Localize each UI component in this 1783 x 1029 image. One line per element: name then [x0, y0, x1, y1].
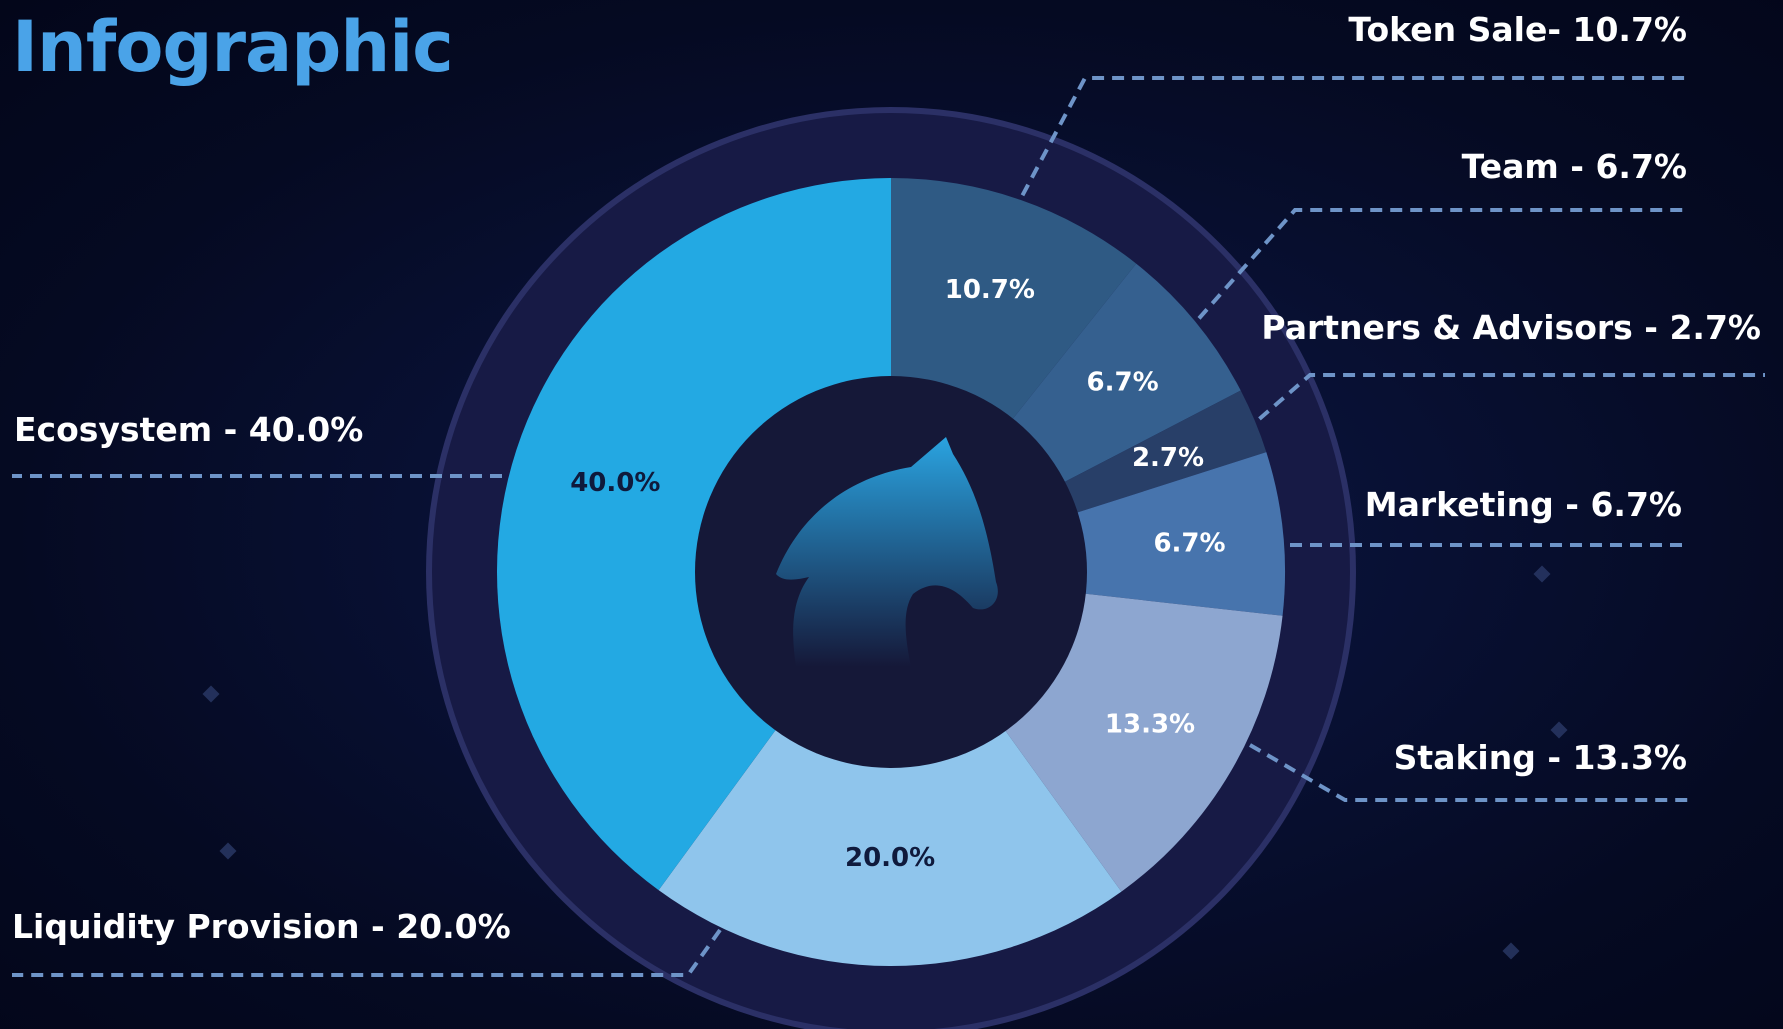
leader-line-liquidity-provision: [12, 928, 722, 977]
legend-label-staking: Staking - 13.3%: [1393, 738, 1687, 777]
slice-label-ecosystem: 40.0%: [570, 468, 660, 498]
slice-label-marketing: 6.7%: [1153, 528, 1225, 558]
slices-group: [496, 178, 1285, 966]
page-title: Infographic: [12, 6, 454, 88]
slice-label-token-sale: 10.7%: [945, 275, 1035, 305]
slice-label-partners-advisors: 2.7%: [1132, 443, 1204, 473]
horse-head-icon: [776, 437, 998, 667]
slice-labels-group: 10.7% 6.7% 2.7% 6.7% 13.3% 20.0% 40.0%: [570, 275, 1225, 873]
slice-label-team: 6.7%: [1087, 367, 1159, 397]
legend-label-ecosystem: Ecosystem - 40.0%: [14, 410, 364, 449]
leader-lines-group: [12, 76, 1765, 977]
center-group: [695, 376, 1087, 768]
leader-line-staking: [1248, 743, 1690, 802]
leader-line-partners-advisors: [1258, 373, 1765, 421]
legend-label-liquidity-provision: Liquidity Provision - 20.0%: [12, 907, 511, 946]
legend-label-partners-advisors: Partners & Advisors - 2.7%: [1261, 308, 1761, 347]
legend-label-token-sale: Token Sale- 10.7%: [1348, 10, 1687, 49]
legend-label-marketing: Marketing - 6.7%: [1364, 485, 1682, 524]
slice-label-liquidity-provision: 20.0%: [845, 843, 935, 873]
slice-ecosystem: [496, 178, 891, 891]
slice-liquidity-provision: [658, 572, 1122, 966]
slice-label-staking: 13.3%: [1105, 709, 1195, 739]
leader-line-team: [1197, 208, 1690, 320]
leader-line-token-sale: [1020, 76, 1690, 197]
legend-label-team: Team - 6.7%: [1461, 147, 1687, 186]
